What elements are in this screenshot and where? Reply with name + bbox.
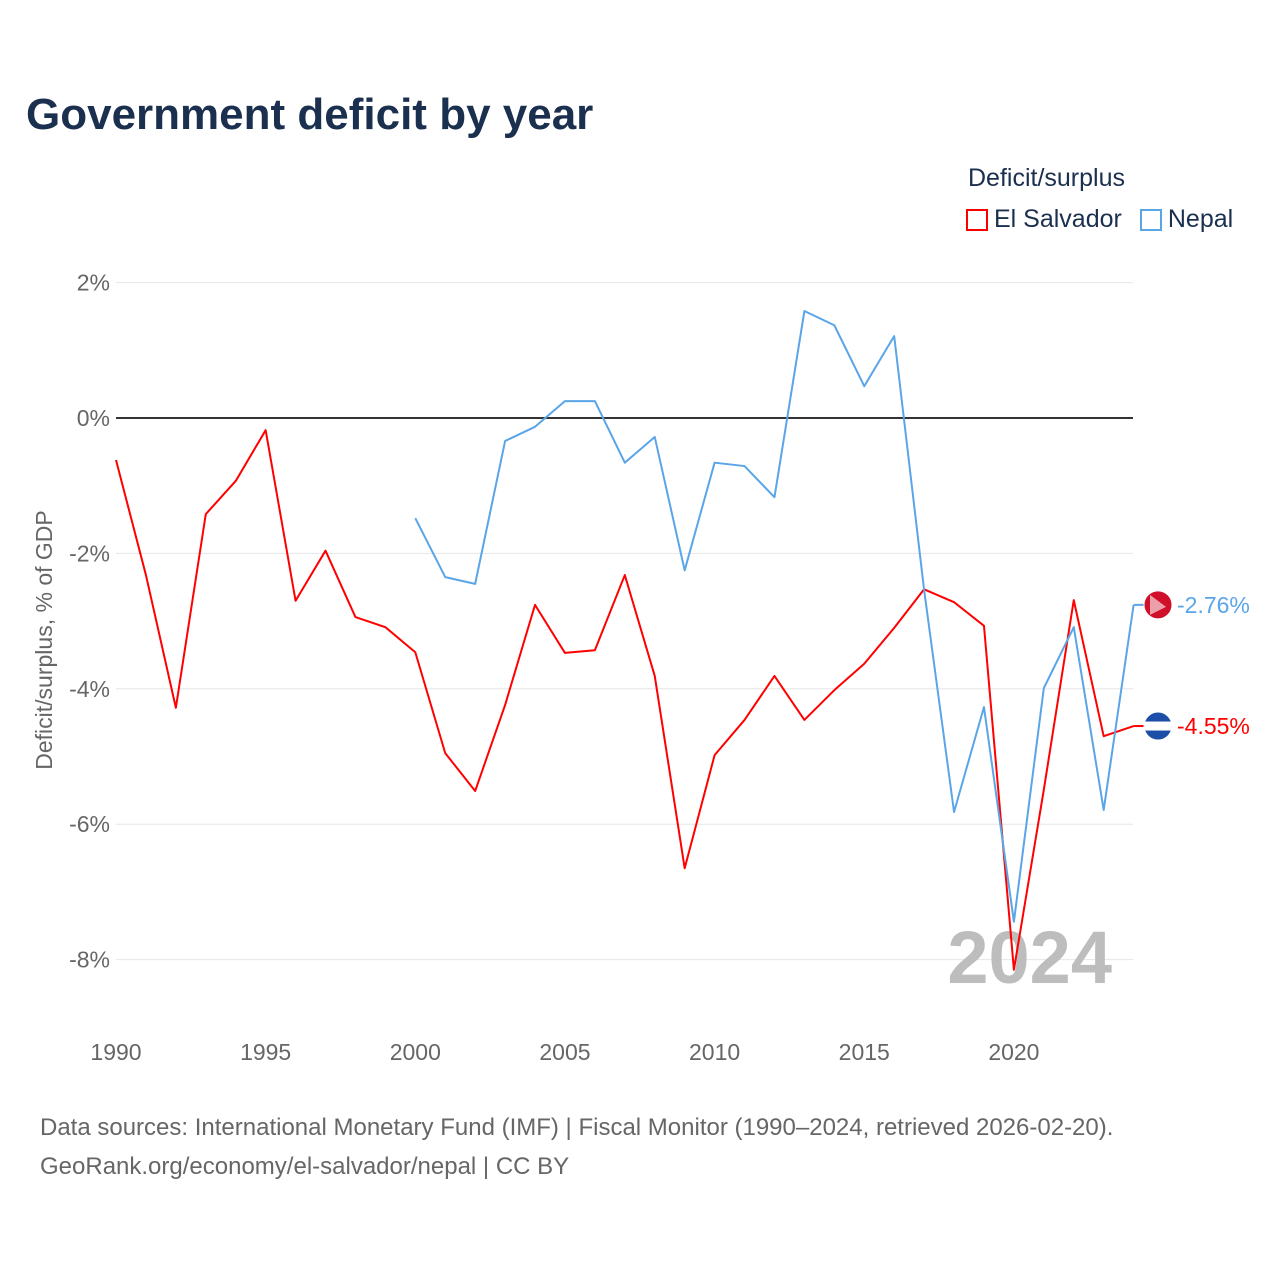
y-tick-label: -6%	[69, 811, 110, 837]
x-tick-label: 2000	[390, 1039, 441, 1065]
y-tick-label: 0%	[77, 405, 110, 431]
flag-stripe	[1144, 721, 1172, 731]
series-line-el-salvador	[115, 429, 1134, 971]
end-value-label: -2.76%	[1177, 592, 1250, 618]
y-tick-label: -8%	[69, 947, 110, 973]
source-line-2: GeoRank.org/economy/el-salvador/nepal | …	[40, 1153, 570, 1180]
chart-title: Government deficit by year	[26, 90, 594, 139]
flag-shape	[1150, 594, 1166, 615]
x-tick-label: 2020	[988, 1039, 1039, 1065]
legend-item-el-salvador[interactable]: El Salvador	[966, 205, 1122, 234]
x-tick-label: 2005	[539, 1039, 590, 1065]
legend-swatch-nepal	[1139, 208, 1162, 231]
source-note: Data sources: International Monetary Fun…	[40, 1108, 1113, 1186]
x-tick-label: 1995	[240, 1039, 291, 1065]
legend-swatch-el-salvador	[966, 208, 988, 231]
x-tick-label: 1990	[90, 1039, 141, 1065]
legend-label: Nepal	[1167, 205, 1234, 233]
y-axis-label: Deficit/surplus, % of GDP	[31, 510, 57, 769]
x-tick-label: 2015	[839, 1039, 890, 1065]
series-line-nepal	[414, 310, 1135, 923]
y-tick-label: -4%	[69, 676, 110, 702]
legend-title: Deficit/surplus	[968, 164, 1125, 192]
x-tick-label: 2010	[689, 1039, 740, 1065]
y-tick-label: 2%	[77, 270, 110, 296]
legend-label: El Salvador	[994, 205, 1122, 233]
y-tick-label: -2%	[69, 540, 110, 566]
legend: El Salvador Nepal	[966, 205, 1233, 234]
source-line-1: Data sources: International Monetary Fun…	[40, 1114, 1114, 1141]
year-watermark: 2024	[947, 916, 1112, 999]
legend-item-nepal[interactable]: Nepal	[1139, 205, 1234, 234]
end-value-label: -4.55%	[1177, 713, 1250, 739]
